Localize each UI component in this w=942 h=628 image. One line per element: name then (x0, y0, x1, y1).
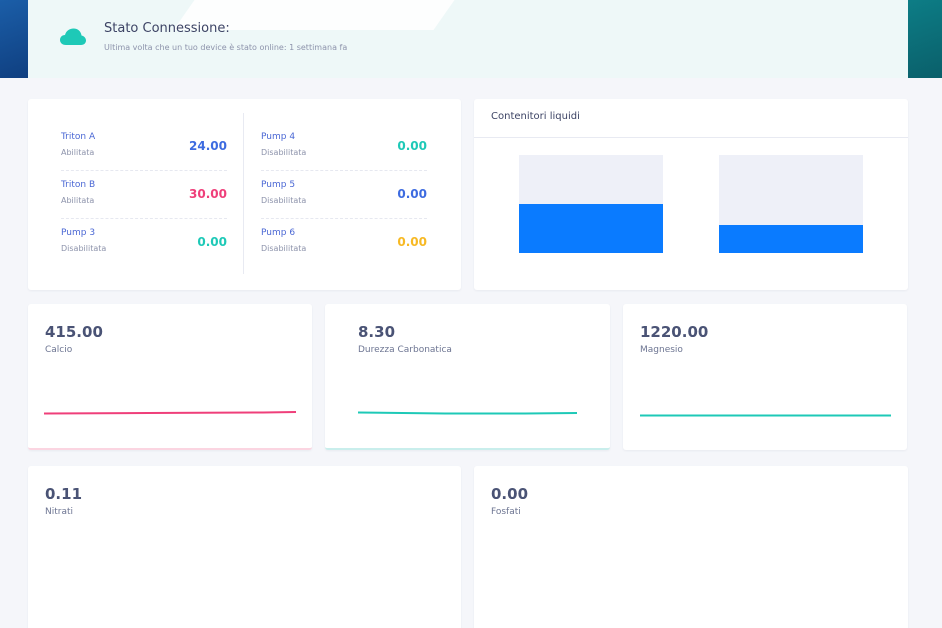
pump-status: Disabilitata (61, 244, 107, 253)
metric-value: 415.00 (45, 323, 103, 341)
liquid-containers-title: Contenitori liquidi (491, 111, 580, 122)
pump-name[interactable]: Pump 5 (261, 180, 296, 190)
pump-row[interactable]: Triton B Abilitata 30.00 (61, 171, 227, 219)
liquid-level (519, 204, 663, 253)
metric-card-magnesio[interactable]: 1220.00 Magnesio (623, 304, 907, 450)
sparkline (43, 411, 297, 415)
pump-status: Abilitata (61, 196, 95, 205)
pump-name[interactable]: Pump 4 (261, 132, 296, 142)
metric-label: Durezza Carbonatica (358, 345, 452, 355)
metric-value: 8.30 (358, 323, 396, 341)
metric-label: Magnesio (640, 345, 683, 355)
liquid-tank (719, 155, 863, 253)
liquid-tank (519, 155, 663, 253)
pump-value: 0.00 (397, 235, 427, 249)
metric-label: Fosfati (491, 507, 521, 517)
pump-status: Disabilitata (261, 244, 307, 253)
pump-row[interactable]: Pump 5 Disabilitata 0.00 (261, 171, 427, 219)
pump-row[interactable]: Pump 3 Disabilitata 0.00 (61, 219, 227, 267)
pump-value: 0.00 (397, 139, 427, 153)
pump-status: Disabilitata (261, 196, 307, 205)
pump-value: 0.00 (197, 235, 227, 249)
pump-value: 30.00 (189, 187, 227, 201)
metric-value: 0.11 (45, 485, 83, 503)
pump-value: 24.00 (189, 139, 227, 153)
sparkline (640, 414, 891, 417)
pump-name[interactable]: Triton A (61, 132, 96, 142)
metric-card-calcio[interactable]: 415.00 Calcio (28, 304, 312, 450)
divider (474, 137, 908, 138)
pump-column-left: Triton A Abilitata 24.00 Triton B Abilit… (61, 123, 227, 267)
connection-status-banner: Stato Connessione: Ultima volta che un t… (28, 0, 908, 78)
metric-value: 1220.00 (640, 323, 709, 341)
background-edge-right (908, 0, 942, 78)
pump-name[interactable]: Triton B (61, 180, 96, 190)
metric-label: Nitrati (45, 507, 74, 517)
pump-row[interactable]: Pump 4 Disabilitata 0.00 (261, 123, 427, 171)
background-edge-left (0, 0, 28, 78)
pump-row[interactable]: Triton A Abilitata 24.00 (61, 123, 227, 171)
pumps-card: Triton A Abilitata 24.00 Triton B Abilit… (28, 99, 461, 290)
metric-card-durezza-carbonatica[interactable]: 8.30 Durezza Carbonatica (325, 304, 610, 450)
connection-title: Stato Connessione: (104, 21, 230, 36)
pump-value: 0.00 (397, 187, 427, 201)
pump-name[interactable]: Pump 3 (61, 228, 96, 238)
pump-column-right: Pump 4 Disabilitata 0.00 Pump 5 Disabili… (261, 123, 427, 267)
pump-name[interactable]: Pump 6 (261, 228, 296, 238)
pump-row[interactable]: Pump 6 Disabilitata 0.00 (261, 219, 427, 267)
metric-label: Calcio (45, 345, 73, 355)
metric-value: 0.00 (491, 485, 529, 503)
pump-status: Abilitata (61, 148, 95, 157)
liquid-containers-card: Contenitori liquidi (474, 99, 908, 290)
cloud-icon (60, 28, 86, 45)
metric-card-fosfati[interactable]: 0.00 Fosfati (474, 466, 908, 628)
sparkline (357, 411, 578, 415)
pump-status: Disabilitata (261, 148, 307, 157)
liquid-level (719, 224, 863, 253)
metric-card-nitrati[interactable]: 0.11 Nitrati (28, 466, 461, 628)
column-divider (243, 113, 244, 274)
connection-last-online: Ultima volta che un tuo device è stato o… (104, 43, 348, 52)
